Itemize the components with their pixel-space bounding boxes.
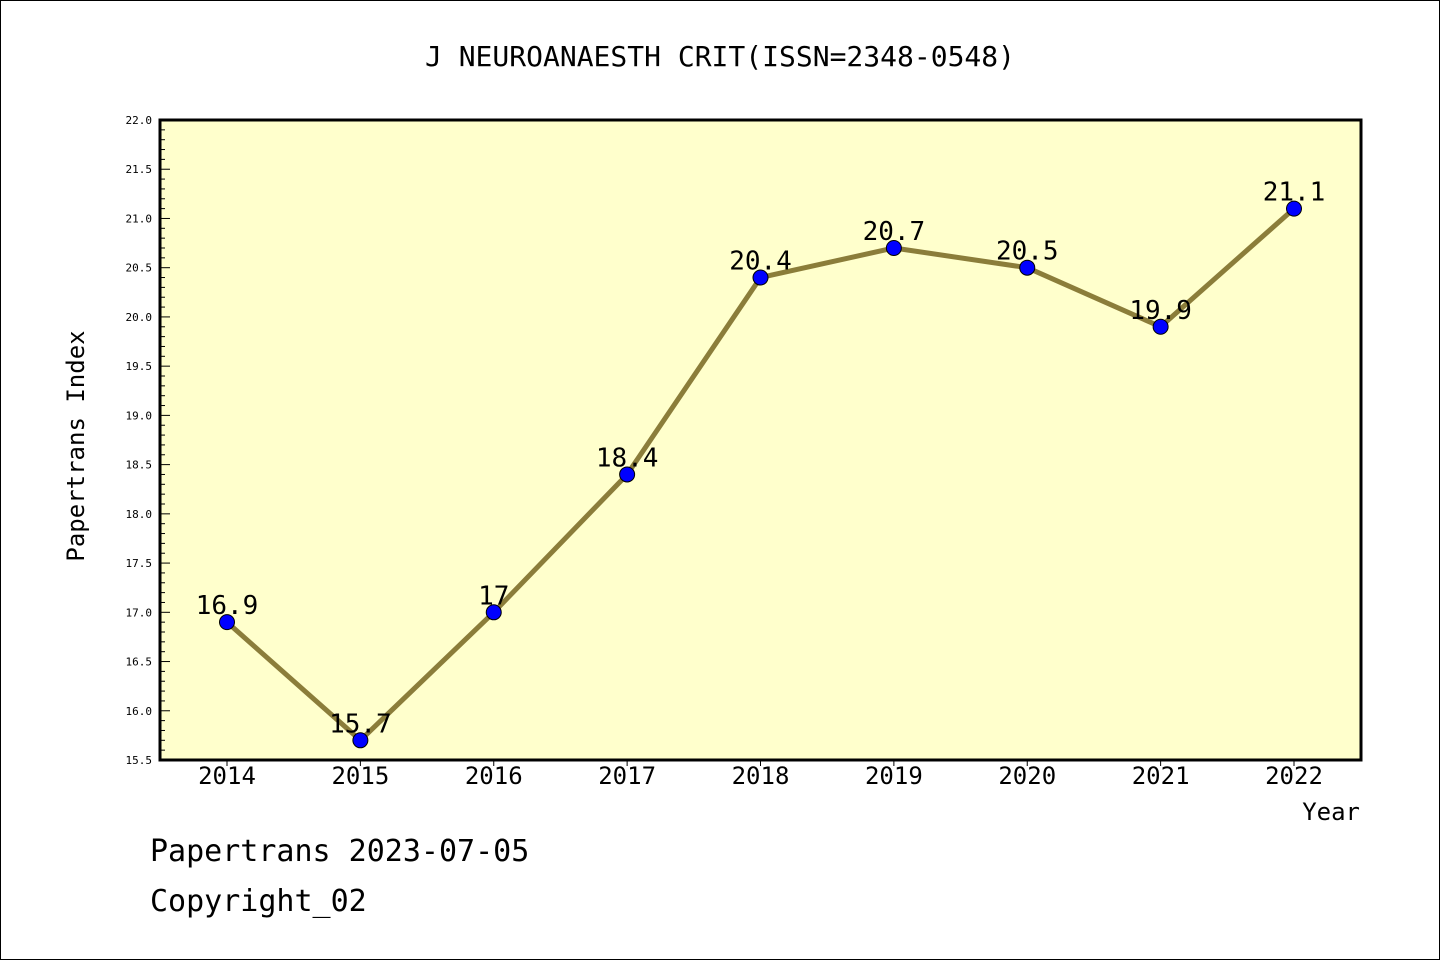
data-point <box>219 614 235 631</box>
data-point <box>1286 200 1302 217</box>
y-tick-label: 20.5 <box>126 262 153 275</box>
y-tick-label: 20.0 <box>126 311 153 324</box>
x-tick-label: 2017 <box>598 762 656 790</box>
y-tick-label: 17.0 <box>126 606 153 619</box>
data-label: 21.1 <box>1263 178 1326 208</box>
y-tick-label: 21.0 <box>126 212 153 225</box>
y-tick-label: 19.5 <box>126 360 153 373</box>
copyright-footer: Copyright_02 <box>150 884 367 919</box>
data-point <box>752 269 769 286</box>
data-label: 18.4 <box>596 443 659 473</box>
x-axis-label: Year <box>1302 798 1360 826</box>
x-tick-label: 2022 <box>1265 762 1323 790</box>
data-point <box>619 466 636 483</box>
y-tick-label: 18.5 <box>126 459 153 472</box>
x-tick-label: 2016 <box>465 762 523 790</box>
data-point <box>885 240 902 256</box>
x-tick-label: 2020 <box>998 762 1056 790</box>
y-tick-label: 16.0 <box>126 705 153 718</box>
y-tick-label: 16.5 <box>126 656 153 669</box>
plot-border <box>158 118 1363 762</box>
plot-area <box>160 120 1361 760</box>
data-label: 20.4 <box>729 247 792 277</box>
y-axis-label: Papertrans Index <box>62 330 90 561</box>
x-tick-label: 2021 <box>1132 762 1190 790</box>
source-footer: Papertrans 2023-07-05 <box>150 834 530 869</box>
y-tick-label: 19.0 <box>126 409 153 422</box>
data-label: 19.9 <box>1129 296 1192 326</box>
x-tick-label: 2018 <box>732 762 790 790</box>
y-tick-label: 22.0 <box>126 114 153 127</box>
y-tick-label: 21.5 <box>126 163 153 176</box>
data-point <box>1152 318 1169 335</box>
y-tick-label: 18.0 <box>126 508 153 521</box>
data-label: 16.9 <box>196 591 259 621</box>
data-label: 15.7 <box>329 709 392 739</box>
data-point <box>352 732 369 749</box>
chart-title: J NEUROANAESTH CRIT(ISSN=2348-0548) <box>425 40 1015 73</box>
data-label: 17 <box>478 581 509 611</box>
data-label: 20.7 <box>863 217 926 247</box>
data-point <box>485 604 502 621</box>
y-tick-label: 15.5 <box>126 754 153 767</box>
data-point <box>1019 259 1036 276</box>
x-tick-label: 2019 <box>865 762 923 790</box>
x-tick-label: 2014 <box>198 762 256 790</box>
x-tick-label: 2015 <box>331 762 389 790</box>
y-tick-label: 17.5 <box>126 557 153 570</box>
data-label: 20.5 <box>996 237 1059 267</box>
